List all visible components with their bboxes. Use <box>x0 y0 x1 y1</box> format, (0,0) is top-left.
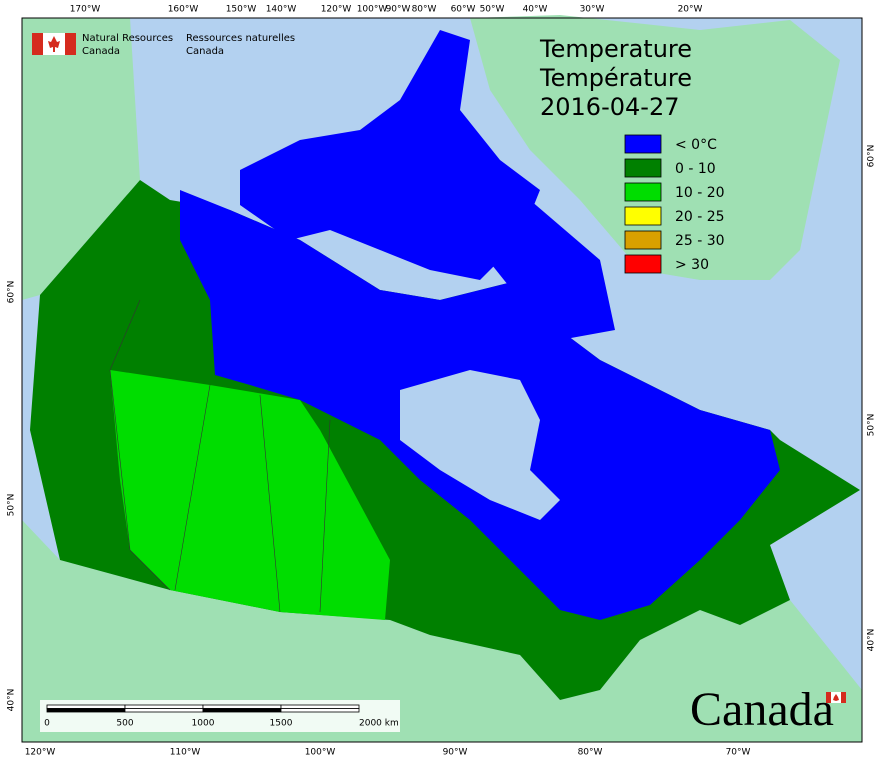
legend-swatch <box>624 182 662 202</box>
longitude-label: 60°W <box>451 5 476 15</box>
longitude-label: 100°W <box>305 748 336 758</box>
longitude-label: 90°W <box>386 5 411 15</box>
longitude-label: 150°W <box>226 5 257 15</box>
scale-label: 1000 <box>192 719 215 729</box>
legend-label: > 30 <box>675 257 709 273</box>
hudson-bay <box>400 370 560 520</box>
legend-swatch <box>624 230 662 250</box>
scale-label: 500 <box>116 719 133 729</box>
province-border <box>109 299 171 591</box>
flag-bar <box>826 692 831 703</box>
scale-segment <box>280 708 360 713</box>
legend: < 0°C 0 - 10 10 - 20 20 - 25 25 - 30 > 30 <box>624 134 725 274</box>
legend-label: 20 - 25 <box>675 209 725 225</box>
scale-segment <box>202 708 282 713</box>
longitude-label: 20°W <box>678 5 703 15</box>
longitude-label: 90°W <box>443 748 468 758</box>
legend-label: 0 - 10 <box>675 161 716 177</box>
scale-label: 1500 <box>270 719 293 729</box>
baffin-island <box>460 190 615 340</box>
longitude-label: 80°W <box>412 5 437 15</box>
scale-bar: 0 500 1000 1500 2000 km <box>40 700 400 732</box>
usa-land <box>22 520 862 742</box>
legend-swatch <box>624 254 662 274</box>
org-name: Natural Resources <box>82 33 173 44</box>
alaska-land <box>22 18 140 300</box>
legend-label: 25 - 30 <box>675 233 725 249</box>
longitude-label: 110°W <box>170 748 201 758</box>
latitude-label: 50°N <box>867 414 877 437</box>
longitude-label: 80°W <box>578 748 603 758</box>
latitude-label: 40°N <box>867 629 877 652</box>
longitude-label: 170°W <box>70 5 101 15</box>
org-name: Canada <box>186 46 224 57</box>
scale-label: 0 <box>44 719 50 729</box>
scale-segment <box>202 704 282 709</box>
latitude-label: 50°N <box>7 494 17 517</box>
wordmark-flag <box>826 692 846 703</box>
longitude-label: 140°W <box>266 5 297 15</box>
region-10-20 <box>110 370 390 620</box>
legend-swatch <box>624 134 662 154</box>
map-frame <box>21 17 863 743</box>
latitude-label: 60°N <box>7 281 17 304</box>
canada-wordmark: Canada <box>690 683 834 736</box>
org-name: Ressources naturelles <box>186 33 295 44</box>
flag-bar <box>32 33 43 55</box>
legend-label: < 0°C <box>675 137 717 153</box>
scale-label: 2000 km <box>359 719 399 729</box>
longitude-label: 40°W <box>523 5 548 15</box>
longitude-label: 100°W <box>357 5 388 15</box>
title: Temperature <box>539 35 692 63</box>
arctic-islands <box>240 30 540 280</box>
province-border <box>319 419 331 613</box>
longitude-label: 30°W <box>580 5 605 15</box>
scale-segment <box>124 708 204 713</box>
latitude-label: 60°N <box>867 145 877 168</box>
flag-bar <box>841 692 846 703</box>
longitude-label: 70°W <box>726 748 751 758</box>
legend-label: 10 - 20 <box>675 185 725 201</box>
scale-segment <box>46 708 126 713</box>
flag-bar <box>65 33 76 55</box>
maple-leaf <box>833 694 839 701</box>
scale-segment <box>46 704 126 709</box>
province-border <box>259 394 281 613</box>
graticule-labels: 170°W 160°W 150°W 140°W 120°W 100°W90°W 80°W 60… <box>7 5 877 758</box>
date: 2016-04-27 <box>540 93 679 121</box>
longitude-label: 120°W <box>25 748 56 758</box>
legend-swatch <box>624 206 662 226</box>
legend-swatch <box>624 158 662 178</box>
nrcan-flag <box>32 33 76 55</box>
province-border <box>174 384 211 591</box>
map <box>21 15 863 743</box>
latitude-label: 40°N <box>7 689 17 712</box>
org-name: Canada <box>82 46 120 57</box>
scale-segment <box>124 704 204 709</box>
maple-leaf <box>48 36 60 52</box>
title: Température <box>539 64 692 92</box>
longitude-label: 160°W <box>168 5 199 15</box>
longitude-label: 50°W <box>480 5 505 15</box>
scale-segment <box>280 704 360 709</box>
longitude-label: 120°W <box>321 5 352 15</box>
